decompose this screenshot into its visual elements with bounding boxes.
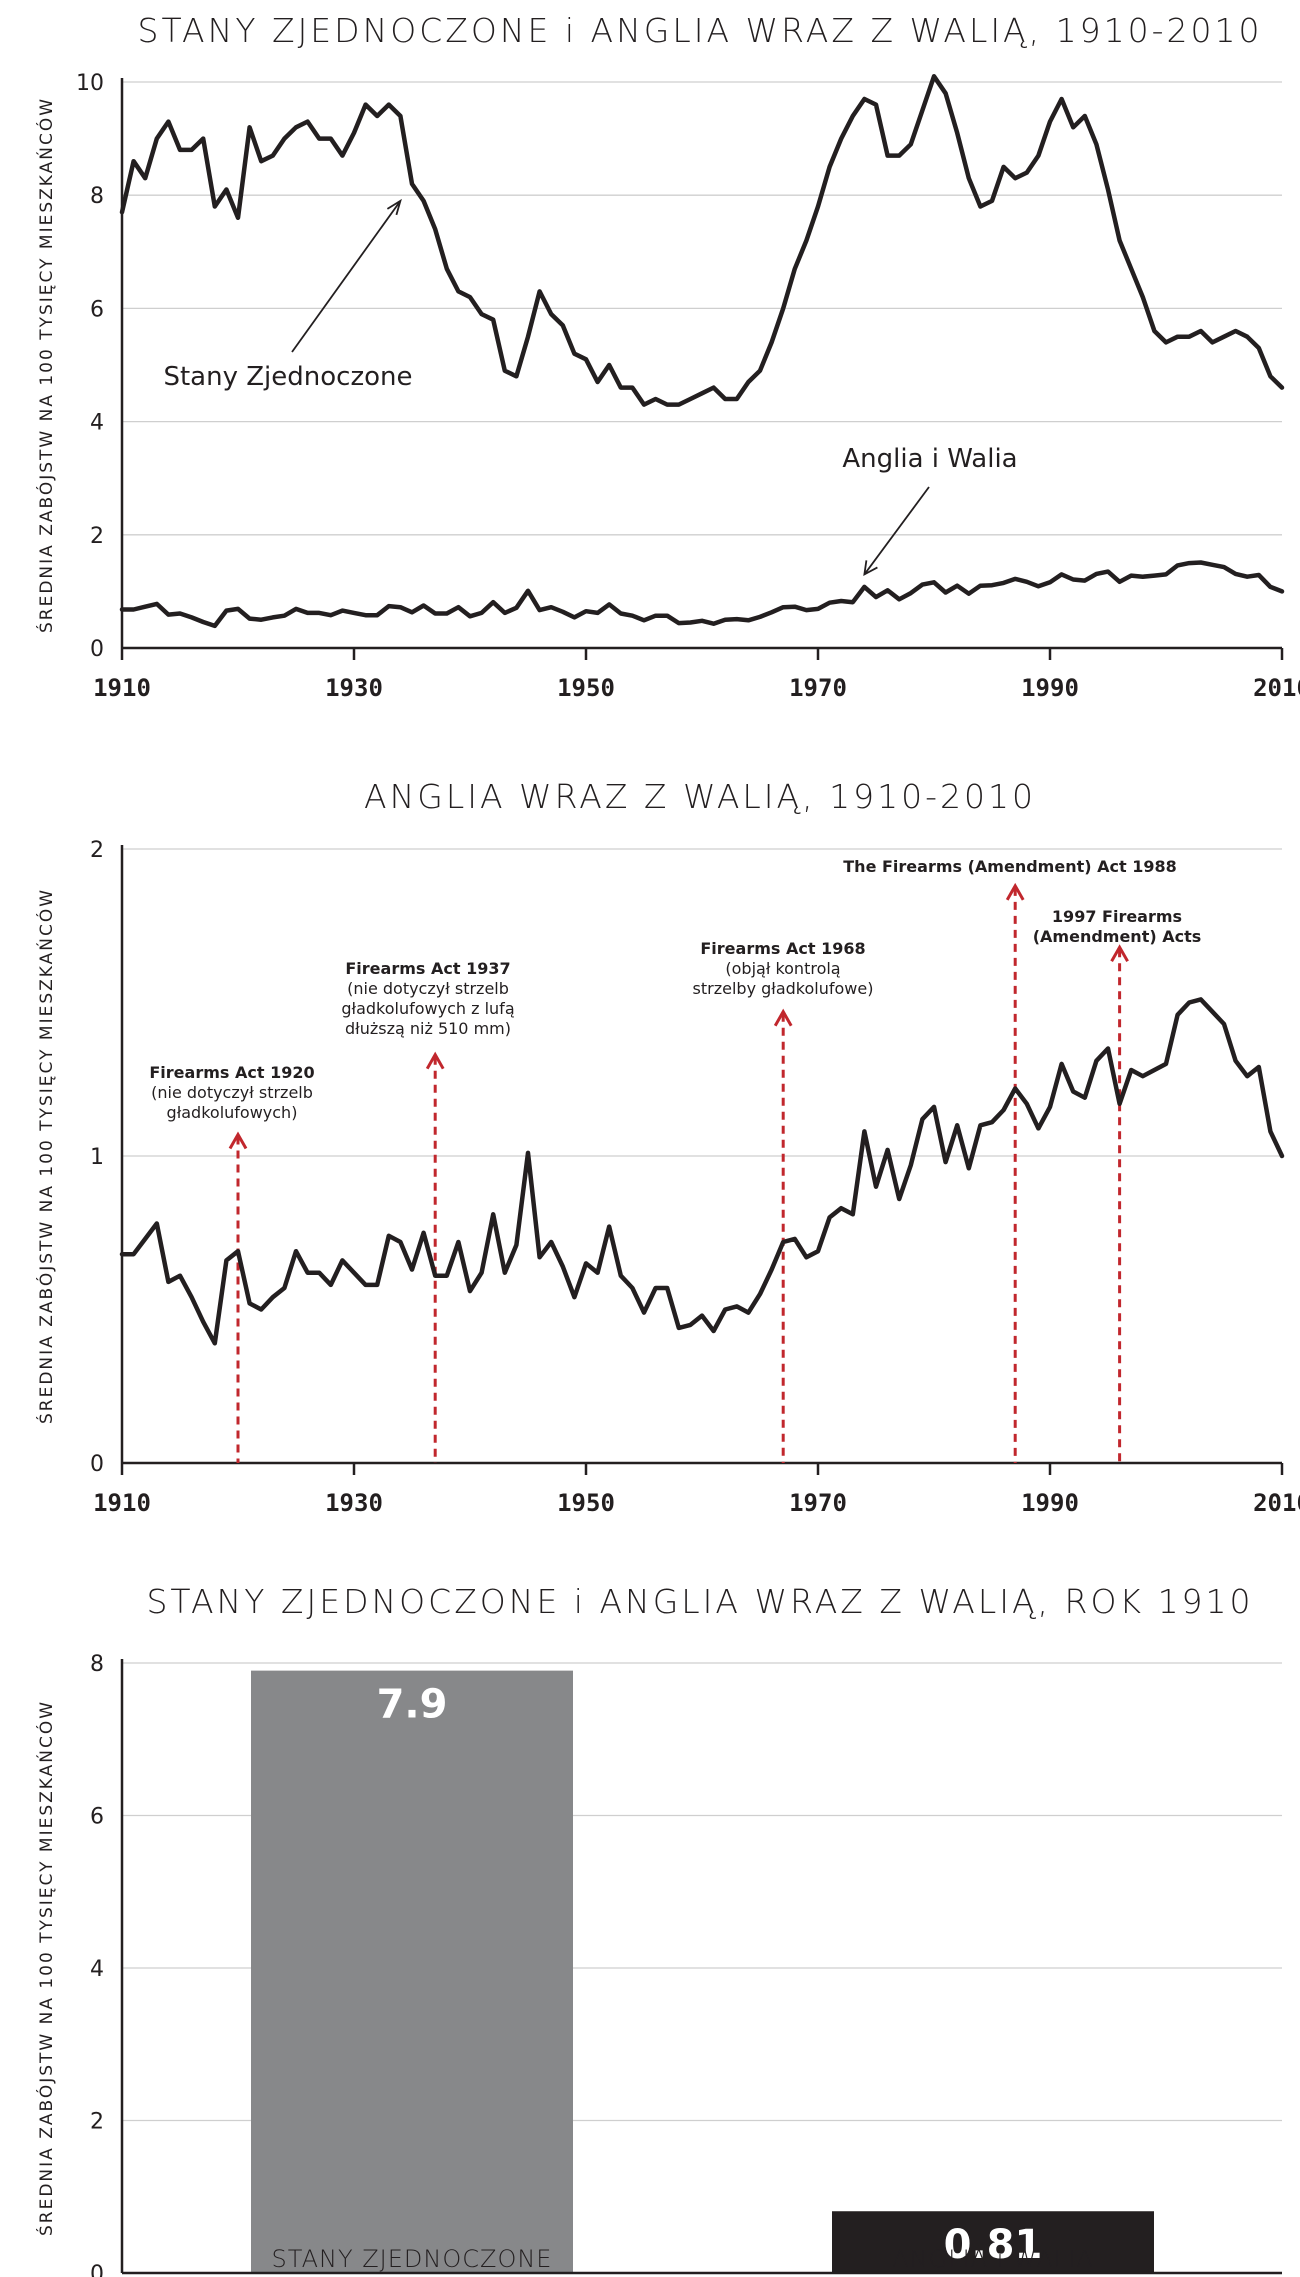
event-title: The Firearms (Amendment) Act 1988 — [843, 857, 1176, 876]
y-tick-label: 10 — [76, 71, 104, 96]
bar-value-label: 0.81 — [944, 2222, 1043, 2268]
y-tick-label: 4 — [90, 411, 104, 436]
y-tick-label: 2 — [90, 2110, 104, 2135]
chart-1910-bars: STANY ZJEDNOCZONE i ANGLIA WRAZ Z WALIĄ,… — [0, 1545, 1300, 2277]
event-title: Firearms Act 1920 — [149, 1063, 314, 1082]
chart-3-svg: STANY ZJEDNOCZONE i ANGLIA WRAZ Z WALIĄ,… — [35, 1582, 1282, 2277]
annotation-arrowhead — [863, 560, 878, 577]
x-tick-label: 1950 — [557, 1489, 615, 1517]
x-tick-label: 1970 — [789, 1489, 847, 1517]
y-tick-label: 8 — [90, 1652, 104, 1677]
y-tick-label: 2 — [90, 524, 104, 549]
annotation-arrow-line — [863, 486, 930, 575]
event-arrowhead — [228, 1131, 248, 1150]
chart-us-vs-england: STANY ZJEDNOCZONE i ANGLIA WRAZ Z WALIĄ,… — [0, 0, 1300, 740]
x-tick-label: 1970 — [789, 674, 847, 702]
event-note: gładkolufowych) — [167, 1103, 298, 1122]
event-arrowhead — [425, 1051, 445, 1070]
y-tick-label: 0 — [90, 1452, 104, 1477]
y-tick-label: 8 — [90, 184, 104, 209]
x-tick-label: 2010 — [1253, 674, 1300, 702]
x-tick-label: 2010 — [1253, 1489, 1300, 1517]
event-note: (Amendment) Acts — [1033, 927, 1202, 946]
event-note: (nie dotyczył strzelb — [347, 979, 509, 998]
series-line-anglia-i-walia — [119, 997, 1285, 1346]
x-tick-label: 1990 — [1021, 674, 1079, 702]
annotation-arrowhead — [386, 198, 402, 216]
bar-value-label: 7.9 — [377, 1682, 448, 1728]
event-arrowhead — [773, 1008, 793, 1027]
x-tick-label: 1930 — [325, 674, 383, 702]
y-tick-label: 6 — [90, 297, 104, 322]
y-axis-label: ŚREDNIA ZABÓJSTW NA 100 TYSIĘCY MIESZKAŃ… — [35, 888, 57, 1424]
event-note: gładkolufowych z lufą — [341, 999, 514, 1018]
x-category-label: STANY ZJEDNOCZONE — [271, 2245, 553, 2273]
event-note: (nie dotyczył strzelb — [151, 1083, 313, 1102]
event-note: dłuższą niż 510 mm) — [345, 1019, 511, 1038]
bar-stany-zjednoczone — [251, 1670, 573, 2273]
event-arrowhead — [1005, 882, 1025, 901]
x-tick-label: 1990 — [1021, 1489, 1079, 1517]
annotation-arrow-line — [291, 200, 402, 353]
annotation-label-anglia-i-walia: Anglia i Walia — [842, 444, 1017, 474]
x-tick-label: 1910 — [93, 674, 151, 702]
bar-anglia-i-walia — [832, 2211, 1154, 2273]
y-tick-label: 6 — [90, 1805, 104, 1830]
y-axis-label: ŚREDNIA ZABÓJSTW NA 100 TYSIĘCY MIESZKAŃ… — [35, 97, 57, 633]
chart-2-svg: ANGLIA WRAZ Z WALIĄ, 1910-2010 ŚREDNIA ZA… — [35, 777, 1300, 1517]
x-category-label: ANGLIA i WALIA — [892, 2245, 1094, 2273]
y-tick-label: 2 — [90, 838, 104, 863]
chart-title: ANGLIA WRAZ Z WALIĄ, 1910-2010 — [364, 777, 1036, 816]
chart-title: STANY ZJEDNOCZONE i ANGLIA WRAZ Z WALIĄ,… — [146, 1582, 1253, 1621]
annotation-label-stany-zjednoczone: Stany Zjednoczone — [163, 362, 412, 392]
y-tick-label: 0 — [90, 2262, 104, 2277]
event-title: Firearms Act 1937 — [345, 959, 510, 978]
series-line-stany-zjednoczone — [119, 74, 1285, 407]
chart-1-svg: STANY ZJEDNOCZONE i ANGLIA WRAZ Z WALIĄ,… — [35, 11, 1300, 702]
y-tick-label: 0 — [90, 637, 104, 662]
y-tick-label: 1 — [90, 1145, 104, 1170]
event-note: strzelby gładkolufowe) — [693, 979, 874, 998]
x-tick-label: 1910 — [93, 1489, 151, 1517]
series-line-anglia-i-walia — [119, 560, 1285, 629]
chart-england-acts: ANGLIA WRAZ Z WALIĄ, 1910-2010 ŚREDNIA ZA… — [0, 760, 1300, 1520]
y-axis-label: ŚREDNIA ZABÓJSTW NA 100 TYSIĘCY MIESZKAŃ… — [35, 1700, 57, 2236]
event-arrowhead — [1110, 944, 1129, 962]
event-title: Firearms Act 1968 — [700, 939, 865, 958]
event-note: (objął kontrolą — [725, 959, 840, 978]
x-tick-label: 1930 — [325, 1489, 383, 1517]
chart-title: STANY ZJEDNOCZONE i ANGLIA WRAZ Z WALIĄ,… — [138, 11, 1263, 50]
x-tick-label: 1950 — [557, 674, 615, 702]
y-tick-label: 4 — [90, 1957, 104, 1982]
event-title: 1997 Firearms — [1052, 907, 1182, 926]
